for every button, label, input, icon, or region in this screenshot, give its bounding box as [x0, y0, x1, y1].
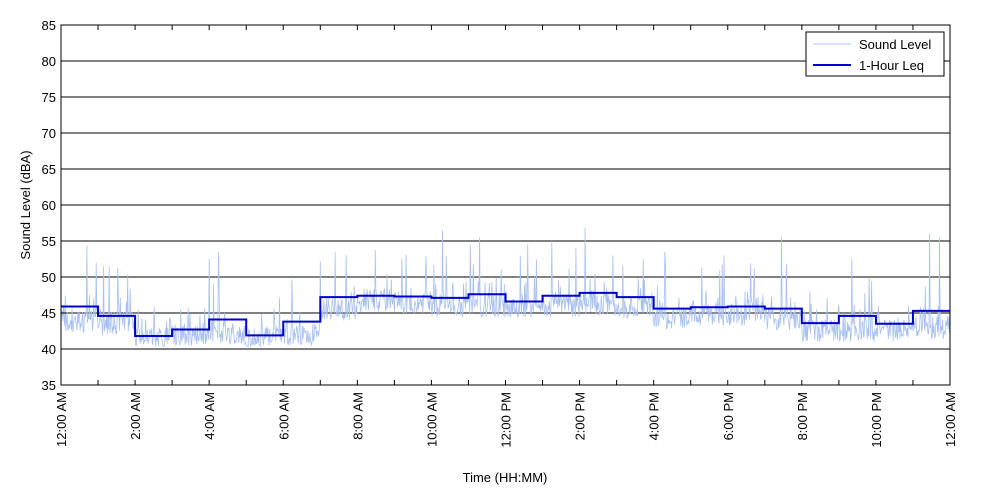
x-tick-label: 10:00 AM: [424, 392, 439, 447]
y-tick-label: 70: [42, 126, 56, 141]
y-tick-label: 40: [42, 342, 56, 357]
y-tick-label: 35: [42, 378, 56, 393]
legend-leq-label: 1-Hour Leq: [859, 58, 924, 73]
y-tick-label: 45: [42, 306, 56, 321]
y-tick-label: 85: [42, 18, 56, 33]
x-tick-label: 6:00 PM: [721, 392, 736, 440]
x-tick-label: 4:00 PM: [647, 392, 662, 440]
y-tick-label: 50: [42, 270, 56, 285]
legend-sound-level-label: Sound Level: [859, 37, 931, 52]
legend-box: [805, 31, 945, 77]
x-tick-label: 2:00 AM: [128, 392, 143, 440]
axis-ticks: [60, 24, 951, 386]
y-tick-label: 65: [42, 162, 56, 177]
legend: Sound Level 1-Hour Leq: [805, 31, 945, 77]
y-tick-label: 60: [42, 198, 56, 213]
x-tick-label: 10:00 PM: [869, 392, 884, 448]
x-tick-label: 12:00 AM: [943, 392, 958, 447]
x-tick-label: 6:00 AM: [276, 392, 291, 440]
x-tick-label: 12:00 AM: [54, 392, 69, 447]
y-tick-label: 55: [42, 234, 56, 249]
x-tick-label: 4:00 AM: [202, 392, 217, 440]
y-axis-label: Sound Level (dBA): [18, 150, 33, 259]
x-tick-label: 2:00 PM: [573, 392, 588, 440]
x-tick-label: 8:00 PM: [795, 392, 810, 440]
leq-step-line: [61, 291, 950, 338]
y-tick-label: 80: [42, 54, 56, 69]
x-axis-label: Time (HH:MM): [463, 470, 548, 485]
x-tick-label: 12:00 PM: [499, 392, 514, 448]
y-tick-labels: 35 40 45 50 55 60 65 70 75 80 85: [42, 18, 56, 393]
x-tick-label: 8:00 AM: [350, 392, 365, 440]
leq-series: [61, 291, 950, 338]
x-tick-labels: 12:00 AM 2:00 AM 4:00 AM 6:00 AM 8:00 AM 10:0…: [54, 392, 958, 448]
y-tick-label: 75: [42, 90, 56, 105]
